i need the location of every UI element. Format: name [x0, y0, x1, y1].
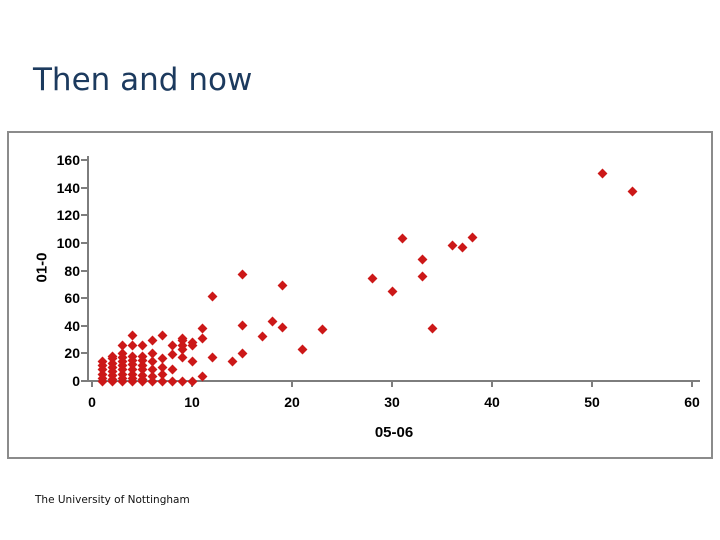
x-axis-label: 05-06	[374, 424, 414, 441]
y-axis-label: 01-0	[33, 252, 51, 283]
data-point	[277, 322, 287, 333]
data-point	[627, 186, 637, 197]
data-point	[277, 280, 287, 291]
data-point	[447, 240, 457, 251]
data-point	[427, 323, 437, 334]
y-tick	[81, 214, 88, 217]
data-point	[157, 353, 167, 364]
data-point	[197, 323, 207, 334]
data-point	[237, 320, 247, 331]
data-point	[467, 232, 477, 243]
data-point	[187, 376, 197, 386]
data-point	[457, 242, 467, 252]
data-point	[187, 356, 197, 367]
data-point	[257, 331, 267, 342]
y-tick	[81, 269, 88, 272]
data-point	[147, 335, 157, 346]
y-tick	[81, 186, 88, 189]
y-tick-label: 140	[56, 179, 80, 196]
y-tick-label: 160	[56, 152, 80, 169]
page-title: Then and now	[33, 62, 253, 98]
data-point	[157, 330, 167, 341]
x-tick-label: 40	[484, 394, 500, 410]
data-point	[597, 168, 607, 179]
y-tick	[81, 297, 88, 300]
x-tick	[391, 381, 393, 387]
y-tick-label: 60	[64, 290, 80, 307]
x-tick	[591, 381, 593, 387]
x-tick	[291, 381, 293, 387]
data-point	[367, 273, 377, 284]
x-axis	[87, 380, 700, 382]
chart-frame	[7, 131, 713, 459]
data-point	[317, 324, 327, 335]
data-point	[267, 316, 277, 327]
x-tick	[491, 381, 493, 387]
y-tick-label: 120	[56, 207, 80, 224]
data-point	[167, 364, 177, 375]
x-tick-label: 10	[184, 394, 200, 410]
data-point	[207, 291, 217, 302]
data-point	[127, 330, 137, 341]
footer-text: The University of Nottingham	[35, 494, 190, 506]
data-point	[237, 348, 247, 359]
x-tick	[691, 381, 693, 387]
y-tick-label: 20	[64, 345, 80, 362]
data-point	[147, 348, 157, 359]
data-point	[417, 271, 427, 281]
y-tick-label: 40	[64, 317, 80, 334]
x-tick-label: 20	[284, 394, 300, 410]
data-point	[207, 352, 217, 363]
y-axis	[87, 156, 89, 382]
data-point	[167, 340, 177, 351]
x-tick-label: 50	[584, 394, 600, 410]
y-tick-label: 100	[56, 234, 80, 251]
data-point	[117, 340, 127, 351]
y-tick	[81, 159, 88, 162]
data-point	[167, 349, 177, 360]
y-tick	[81, 380, 88, 382]
x-tick	[91, 381, 93, 387]
x-tick-label: 60	[684, 394, 700, 410]
y-tick	[81, 241, 88, 244]
x-tick-label: 30	[384, 394, 400, 410]
data-point	[397, 233, 407, 244]
data-point	[137, 340, 147, 351]
y-tick	[81, 324, 88, 327]
data-point	[387, 286, 397, 297]
y-tick-label: 0	[72, 373, 80, 389]
data-point	[297, 344, 307, 355]
y-tick-label: 80	[64, 262, 80, 279]
data-point	[227, 356, 237, 367]
data-point	[197, 333, 207, 344]
data-point	[417, 254, 427, 265]
data-point	[237, 269, 247, 280]
x-tick-label: 0	[88, 394, 96, 410]
y-tick	[81, 352, 88, 355]
data-point	[177, 376, 187, 386]
data-point	[167, 376, 177, 386]
data-point	[127, 340, 137, 351]
